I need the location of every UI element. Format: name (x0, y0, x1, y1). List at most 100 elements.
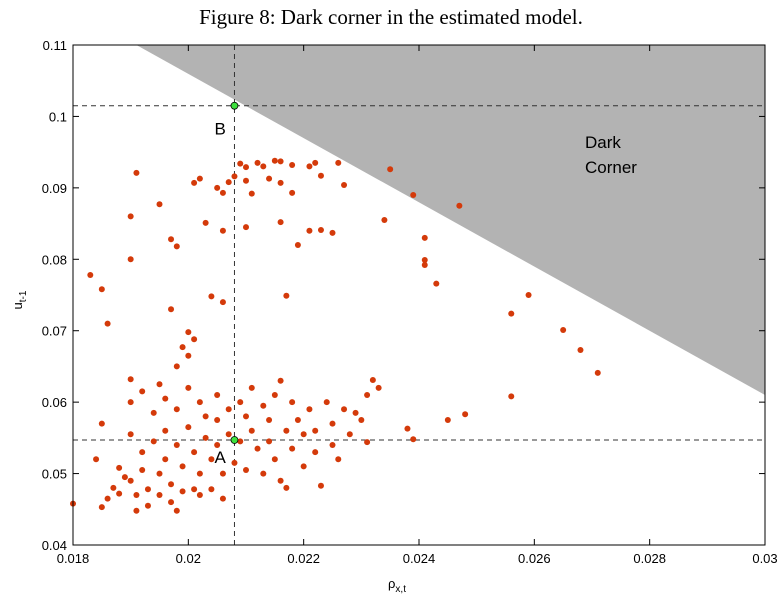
point (317, 482, 324, 489)
region-label: Corner (585, 158, 637, 177)
y-tick-label: 0.07 (42, 324, 67, 339)
point (208, 486, 215, 493)
point (277, 179, 284, 186)
point (283, 427, 290, 434)
point (254, 159, 261, 166)
point (139, 449, 146, 456)
point (462, 411, 469, 418)
point (191, 179, 198, 186)
point (214, 392, 221, 398)
point (277, 158, 284, 165)
point (594, 369, 601, 376)
point (219, 495, 226, 502)
point (156, 381, 163, 388)
point (410, 192, 417, 198)
point (312, 159, 319, 166)
point (294, 417, 301, 423)
y-tick-label: 0.04 (42, 538, 67, 553)
point (525, 292, 532, 298)
point (196, 492, 203, 498)
point (208, 293, 215, 300)
point (196, 399, 203, 406)
point (127, 376, 134, 383)
point (202, 434, 209, 441)
point (127, 477, 134, 484)
point (185, 329, 192, 336)
point-label: A (214, 448, 226, 467)
point (225, 406, 232, 413)
point (219, 227, 226, 234)
point (364, 392, 371, 398)
point (243, 177, 249, 184)
point (329, 420, 336, 427)
point (185, 384, 192, 391)
point (317, 172, 324, 179)
point (116, 464, 123, 471)
point (208, 456, 215, 463)
point (121, 474, 128, 481)
point (214, 442, 221, 448)
point (387, 166, 394, 173)
point (98, 504, 105, 511)
point (173, 507, 180, 514)
point (421, 257, 428, 263)
x-tick-label: 0.028 (633, 551, 666, 566)
point (329, 229, 336, 236)
point (156, 470, 163, 477)
point (214, 417, 221, 423)
point (254, 445, 261, 452)
point (127, 213, 134, 220)
point (248, 190, 255, 197)
point (185, 352, 192, 359)
y-tick-label: 0.09 (42, 181, 67, 196)
point (289, 445, 296, 452)
chart-title: Figure 8: Dark corner in the estimated m… (199, 5, 583, 29)
point (410, 436, 417, 443)
point (173, 406, 180, 413)
point (173, 442, 180, 448)
point (191, 336, 198, 343)
point (156, 492, 163, 498)
point (219, 189, 226, 196)
point (266, 417, 273, 423)
point (381, 217, 388, 223)
y-label-sub: t-1 (18, 290, 29, 302)
y-axis-label: ut-1 (10, 290, 29, 309)
point (156, 201, 163, 208)
y-tick-label: 0.05 (42, 467, 67, 482)
point (271, 392, 278, 398)
point (277, 219, 284, 226)
x-tick-label: 0.026 (518, 551, 551, 566)
dark-corner (136, 45, 765, 395)
point (202, 413, 209, 420)
point (283, 292, 290, 299)
y-label-main: u (10, 302, 25, 309)
point (133, 492, 140, 498)
point (185, 424, 192, 431)
point (248, 427, 255, 434)
x-axis-label: ρx,t (388, 576, 406, 595)
point (231, 459, 238, 466)
point (179, 344, 186, 351)
point (168, 306, 175, 313)
point (243, 224, 249, 231)
x-tick-label: 0.024 (403, 551, 436, 566)
point (277, 477, 284, 484)
point (289, 189, 296, 196)
point (294, 242, 301, 248)
point (271, 157, 278, 164)
point (306, 406, 313, 413)
point (433, 280, 440, 287)
point (266, 438, 273, 445)
point (231, 173, 238, 180)
point (243, 164, 249, 171)
point (98, 286, 105, 293)
point (144, 502, 151, 509)
point (139, 388, 146, 395)
point (127, 256, 134, 263)
point (104, 495, 111, 502)
point (196, 175, 203, 182)
point (179, 488, 186, 495)
point (139, 467, 146, 473)
x-tick-label: 0.02 (176, 551, 201, 566)
